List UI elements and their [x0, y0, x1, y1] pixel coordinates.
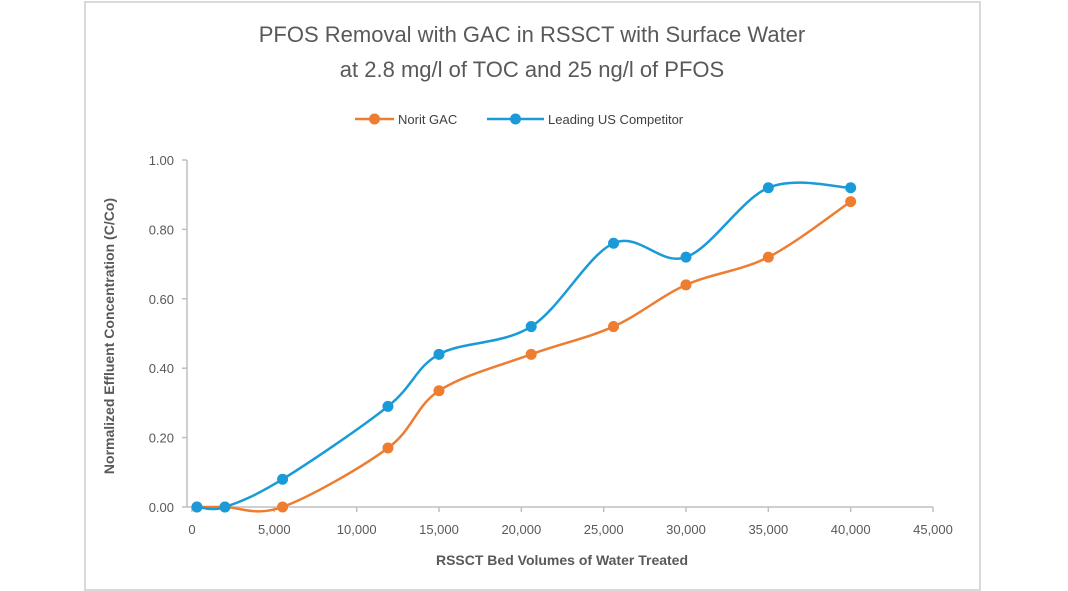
legend-item: Leading US Competitor	[487, 112, 684, 127]
data-point	[845, 182, 857, 194]
x-tick-label: 25,000	[584, 522, 624, 537]
x-tick-label: 35,000	[748, 522, 788, 537]
series-line	[196, 200, 852, 513]
series-line	[196, 181, 851, 511]
data-point	[382, 442, 394, 454]
x-tick-label: 5,000	[258, 522, 291, 537]
data-point	[433, 348, 445, 360]
y-tick-label: 0.20	[149, 431, 174, 446]
legend-item: Norit GAC	[355, 112, 457, 127]
x-tick-label: 40,000	[831, 522, 871, 537]
y-tick-label: 0.40	[149, 361, 174, 376]
y-tick-label: 0.00	[149, 500, 174, 515]
y-axis-title: Normalized Effluent Concentration (C/Co)	[101, 198, 117, 474]
x-axis-title: RSSCT Bed Volumes of Water Treated	[436, 552, 688, 568]
series-layer	[191, 181, 857, 513]
data-point	[277, 473, 289, 485]
data-point	[762, 182, 774, 194]
x-tick-label: 20,000	[501, 522, 541, 537]
legend-swatch-marker	[369, 113, 380, 125]
legend-label: Leading US Competitor	[548, 112, 684, 127]
x-tick-label: 10,000	[337, 522, 377, 537]
y-tick-label: 0.80	[149, 222, 174, 237]
data-point	[433, 385, 445, 397]
x-tick-label: 15,000	[419, 522, 459, 537]
legend-swatch-marker	[510, 113, 521, 125]
x-tick-label: 45,000	[913, 522, 953, 537]
x-tick-label: 0	[188, 522, 195, 537]
chart-title-line-2: at 2.8 mg/l of TOC and 25 ng/l of PFOS	[340, 57, 724, 82]
axes: 0.00 0.20 0.40 0.60 0.80 1.00 0 5,000 10,000 15,0…	[149, 153, 953, 537]
data-point	[277, 501, 289, 513]
data-point	[382, 400, 394, 412]
x-tick-label: 30,000	[666, 522, 706, 537]
data-point	[219, 501, 231, 513]
chart-area	[84, 1, 981, 591]
series-norit-gac	[191, 196, 857, 513]
data-point	[525, 321, 537, 333]
data-point	[525, 348, 537, 360]
series-leading-us-competitor	[191, 181, 857, 513]
legend: Norit GAC Leading US Competitor	[355, 112, 684, 127]
data-point	[680, 251, 692, 263]
y-tick-label: 1.00	[149, 153, 174, 168]
data-point	[845, 196, 857, 208]
data-point	[608, 321, 620, 333]
data-point	[191, 501, 203, 513]
y-tick-label: 0.60	[149, 292, 174, 307]
chart-title-line-1: PFOS Removal with GAC in RSSCT with Surf…	[259, 22, 806, 47]
data-point	[680, 279, 692, 291]
legend-label: Norit GAC	[398, 112, 457, 127]
data-point	[608, 237, 620, 249]
data-point	[762, 251, 774, 263]
